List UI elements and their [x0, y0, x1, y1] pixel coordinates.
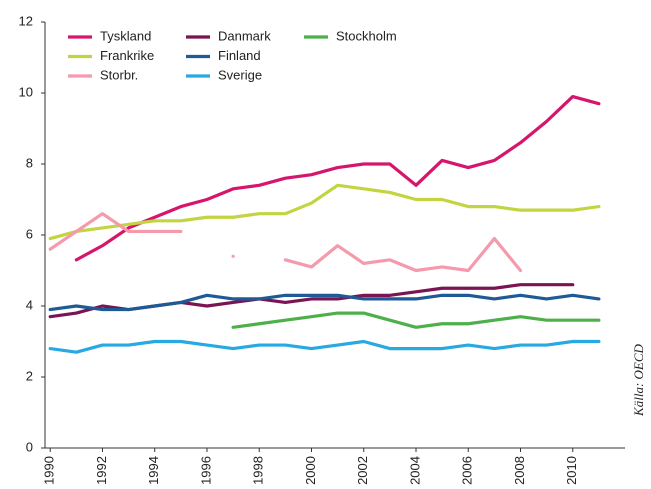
legend-label: Storbr.: [100, 67, 138, 82]
series-line: [231, 311, 601, 329]
y-tick-label: 10: [19, 84, 33, 99]
series-line: [48, 183, 601, 241]
x-tick-label: 2000: [303, 456, 318, 485]
legend-label: Stockholm: [336, 28, 397, 43]
legend-label: Danmark: [218, 28, 271, 43]
x-tick-label: 1998: [251, 456, 266, 485]
y-tick-label: 4: [26, 297, 33, 312]
series-line: [48, 283, 575, 319]
x-tick-label: 1992: [94, 456, 109, 485]
y-tick-label: 12: [19, 13, 33, 28]
series-line: [48, 212, 523, 273]
x-tick-label: 2008: [512, 456, 527, 485]
series-line: [48, 293, 601, 312]
x-tick-label: 2004: [407, 456, 422, 485]
y-tick-label: 2: [26, 368, 33, 383]
legend-label: Frankrike: [100, 48, 154, 63]
series-line: [74, 94, 601, 262]
source: Källa: OECD: [631, 343, 646, 416]
legend-label: Tyskland: [100, 28, 151, 43]
legend-label: Sverige: [218, 67, 262, 82]
x-tick-label: 2006: [460, 456, 475, 485]
x-tick-label: 2002: [355, 456, 370, 485]
legend-label: Finland: [218, 48, 261, 63]
x-tick-label: 1990: [42, 456, 57, 485]
y-tick-label: 6: [26, 226, 33, 241]
x-tick-label: 2010: [564, 456, 579, 485]
y-tick-label: 0: [26, 439, 33, 454]
x-tick-label: 1996: [198, 456, 213, 485]
series-line: [48, 339, 601, 354]
x-tick-label: 1994: [146, 456, 161, 485]
y-tick-label: 8: [26, 155, 33, 170]
